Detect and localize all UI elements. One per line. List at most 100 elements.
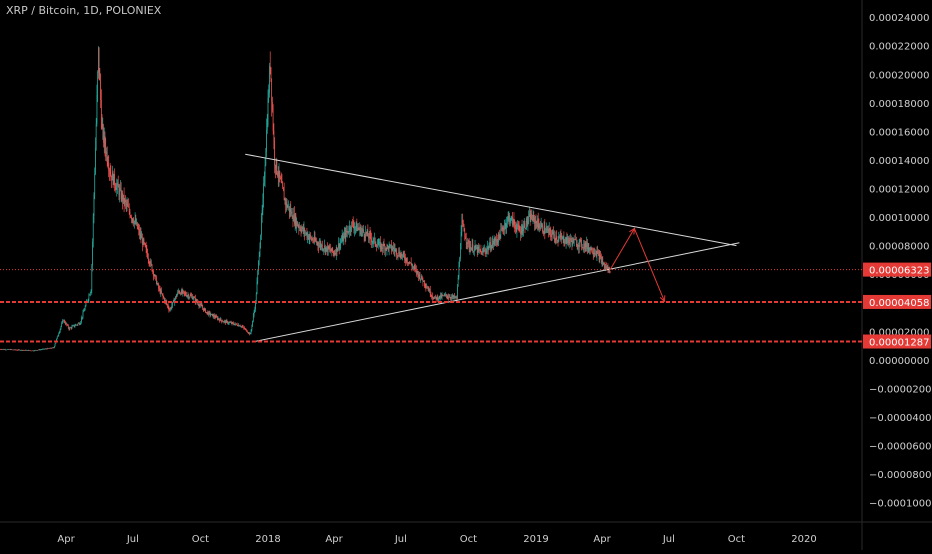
candle-body — [380, 242, 381, 249]
candle-body — [401, 254, 402, 256]
candle-body — [163, 297, 164, 298]
candle-body — [328, 246, 329, 252]
candle-body — [481, 251, 482, 255]
candle-body — [388, 246, 389, 250]
candle-body — [83, 311, 84, 312]
candle-body — [102, 128, 103, 129]
candle-body — [271, 79, 272, 102]
candle-body — [422, 276, 423, 280]
candle-body — [215, 317, 216, 318]
candle-body — [514, 219, 515, 223]
candle-body — [503, 230, 504, 231]
candle-body — [495, 239, 496, 242]
candle-body — [356, 223, 357, 227]
candle-body — [38, 350, 39, 351]
candle-body — [489, 247, 490, 250]
candle-body — [13, 350, 14, 351]
candle-body — [595, 253, 596, 254]
candle-body — [227, 321, 228, 323]
candle-body — [26, 350, 27, 351]
candle-body — [148, 258, 149, 260]
candle-body — [437, 297, 438, 300]
candle-body — [457, 286, 458, 299]
candle-body — [475, 245, 476, 247]
candle-body — [0, 349, 1, 350]
candle-body — [169, 310, 170, 311]
candle-body — [34, 350, 35, 351]
candle-body — [184, 292, 185, 293]
candle-body — [192, 296, 193, 299]
candle-body — [133, 222, 134, 224]
candle-body — [45, 349, 46, 350]
candle-body — [230, 322, 231, 323]
candle-body — [356, 223, 357, 231]
candle-body — [242, 326, 243, 327]
candle-body — [126, 202, 127, 205]
candle-body — [41, 350, 42, 351]
candle-body — [300, 227, 301, 230]
candle-body — [353, 222, 354, 226]
candle-body — [280, 177, 281, 178]
candle-body — [358, 228, 359, 229]
candle-body — [440, 295, 441, 298]
candle-body — [496, 240, 497, 242]
candle-body — [134, 221, 135, 224]
candle-body — [1, 349, 2, 350]
candle-body — [463, 223, 464, 225]
candle-body — [390, 245, 391, 246]
candle-body — [486, 249, 487, 252]
candle-body — [251, 326, 252, 330]
candle-body — [17, 350, 18, 351]
x-tick-label: Jul — [126, 534, 139, 545]
candle-body — [244, 328, 245, 329]
candle-body — [459, 259, 460, 265]
candle-body — [176, 296, 177, 297]
candle-body — [506, 224, 507, 227]
y-tick-label: 0.00024000 — [869, 13, 929, 24]
candle-body — [278, 176, 279, 177]
candle-body — [545, 232, 546, 233]
candle-body — [371, 239, 372, 242]
candle-body — [488, 247, 489, 250]
candle-body — [144, 239, 145, 243]
candle-body — [166, 302, 167, 304]
candle-body — [167, 304, 168, 305]
candle-body — [238, 325, 239, 326]
x-tick-label: 2018 — [255, 534, 280, 545]
candle-body — [153, 271, 154, 276]
candle-body — [494, 242, 495, 244]
candle-body — [597, 251, 598, 252]
candle-body — [475, 245, 476, 249]
candle-body — [279, 171, 280, 177]
candle-body — [101, 100, 102, 124]
candle-body — [251, 330, 252, 334]
candle-body — [224, 321, 225, 322]
candle-body — [11, 349, 12, 350]
candle-body — [142, 238, 143, 245]
candle-body — [348, 232, 349, 233]
candle-body — [72, 326, 73, 328]
candle-body — [253, 315, 254, 320]
candle-body — [53, 348, 54, 349]
candle-body — [124, 195, 125, 204]
candle-body — [229, 322, 230, 323]
candle-body — [310, 235, 311, 237]
candle-body — [438, 299, 439, 300]
candle-body — [587, 243, 588, 250]
candle-body — [307, 235, 308, 237]
candle-body — [112, 173, 113, 181]
candle-body — [465, 237, 466, 239]
candle-body — [449, 297, 450, 298]
x-tick-label: Apr — [57, 534, 75, 545]
candle-body — [554, 234, 555, 238]
candle-body — [90, 293, 91, 295]
candle-body — [343, 236, 344, 242]
candle-body — [461, 220, 462, 232]
y-tick-label: −0.00002000 — [869, 384, 932, 395]
candle-body — [308, 235, 309, 239]
candle-body — [541, 225, 542, 228]
price-level-label: 0.00004058 — [869, 298, 929, 309]
candle-body — [95, 148, 96, 174]
candle-body — [436, 297, 437, 299]
candle-body — [532, 219, 533, 221]
